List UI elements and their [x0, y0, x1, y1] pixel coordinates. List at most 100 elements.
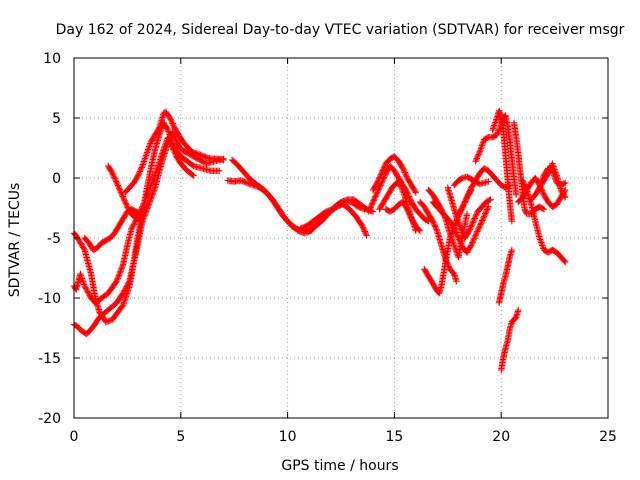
data-point [378, 168, 386, 176]
data-point [137, 210, 144, 218]
data-point [480, 214, 487, 221]
data-point [467, 224, 474, 232]
data-point [122, 286, 129, 293]
data-point [456, 223, 464, 231]
data-point [472, 158, 479, 165]
data-point [451, 242, 458, 249]
data-point [121, 197, 128, 204]
data-point [450, 240, 457, 247]
data-point [172, 136, 179, 143]
data-point [416, 227, 424, 234]
data-point [362, 231, 370, 238]
data-point [148, 179, 156, 186]
data-point [469, 220, 476, 228]
data-point [491, 120, 498, 128]
data-point [401, 169, 408, 176]
data-point [481, 211, 488, 219]
data-point [456, 222, 463, 229]
data-point [141, 212, 148, 219]
data-point [521, 182, 529, 190]
data-point [371, 196, 378, 203]
data-point [141, 197, 149, 204]
data-point [371, 194, 379, 202]
data-point [404, 206, 411, 213]
data-point [484, 204, 491, 212]
data-point [147, 197, 154, 204]
data-point [551, 166, 558, 173]
data-point [412, 189, 419, 196]
data-point [477, 146, 484, 154]
data-point [470, 236, 477, 243]
data-point [489, 126, 496, 134]
data-point [432, 223, 439, 230]
data-point [483, 207, 490, 215]
data-point [143, 206, 150, 214]
data-point [397, 182, 405, 189]
data-point [476, 148, 484, 155]
data-point [111, 174, 118, 181]
data-point [494, 128, 502, 136]
data-point [140, 201, 147, 209]
data-point [486, 197, 493, 204]
data-point [143, 150, 150, 158]
data-point [447, 233, 455, 240]
data-point [122, 284, 130, 292]
data-point [453, 278, 460, 285]
data-point [138, 164, 145, 171]
data-point [372, 191, 380, 199]
data-point [141, 155, 149, 162]
data-point [112, 178, 120, 185]
data-point [143, 205, 151, 212]
data-point [441, 214, 449, 221]
data-point [465, 189, 473, 197]
data-point [165, 137, 172, 144]
data-point [472, 232, 479, 239]
data-point [145, 189, 152, 196]
data-point [171, 149, 178, 156]
data-point [77, 272, 85, 279]
data-point [78, 275, 86, 282]
data-point [454, 232, 461, 239]
data-point [539, 243, 547, 251]
data-point [114, 180, 121, 188]
data-point [474, 226, 482, 234]
data-point [493, 116, 500, 123]
data-point [116, 269, 124, 276]
data-point [494, 130, 501, 137]
data-point [129, 222, 137, 229]
data-point [189, 171, 196, 178]
data-point [155, 125, 162, 132]
data-point [168, 118, 176, 126]
data-point [142, 152, 150, 159]
data-points [70, 107, 569, 374]
data-point [463, 195, 470, 202]
data-point [471, 233, 479, 241]
data-point [454, 233, 462, 240]
x-tick-label: 20 [492, 429, 510, 445]
data-point [136, 168, 144, 175]
data-point [544, 170, 552, 177]
data-point [399, 186, 406, 193]
data-point [377, 171, 385, 178]
y-tick-label: -5 [47, 231, 61, 247]
data-point [148, 194, 155, 201]
data-point [374, 189, 381, 196]
data-point [129, 223, 136, 231]
data-point [146, 198, 154, 205]
data-point [169, 143, 176, 150]
data-point [149, 190, 157, 197]
data-point [398, 185, 406, 192]
data-point [562, 194, 569, 201]
data-point [449, 239, 457, 246]
data-point [116, 271, 123, 278]
axis-ticks: 0 5 10 15 20 25 -20 -15 -10 -5 0 5 10 [38, 51, 617, 445]
data-point [489, 125, 497, 132]
data-point [538, 240, 545, 248]
data-point [367, 204, 374, 211]
y-tick-label: 5 [52, 111, 61, 127]
data-point [119, 193, 127, 200]
data-point [477, 221, 484, 228]
data-point [370, 197, 377, 204]
data-point [462, 196, 470, 204]
